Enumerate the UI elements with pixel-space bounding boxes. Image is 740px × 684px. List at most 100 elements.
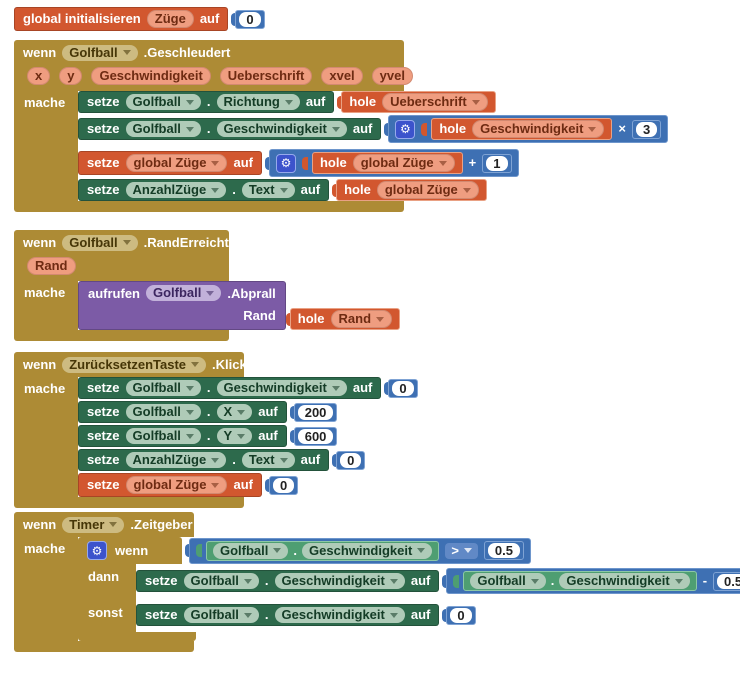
dropdown-arrow-icon [211, 187, 220, 193]
setter-block[interactable]: setze AnzahlZüge . Text auf [78, 449, 330, 471]
property-dropdown[interactable]: Geschwindigkeit [216, 380, 347, 396]
variable-setter-block[interactable]: setze global Züge auf [78, 151, 262, 175]
number-block[interactable]: 0 [388, 378, 418, 398]
number-block[interactable]: 0 [336, 450, 366, 470]
param-geschwindigkeit[interactable]: Geschwindigkeit [91, 67, 211, 85]
property-getter-block[interactable]: Golfball . Geschwindigkeit [206, 540, 440, 561]
component-dropdown[interactable]: Golfball [125, 404, 201, 420]
if-block[interactable]: ⚙ wenn Golfball . Geschwindigkeit > 0.5 [78, 537, 740, 641]
number-block[interactable]: 0.5 [483, 541, 524, 560]
component-dropdown[interactable]: Golfball [146, 285, 222, 301]
variable-setter-block[interactable]: setze global Züge auf [78, 473, 262, 497]
mutator-gear-icon[interactable]: ⚙ [395, 119, 416, 139]
number-field[interactable]: 200 [297, 404, 334, 420]
number-block[interactable]: 0 [446, 605, 476, 625]
property-dropdown[interactable]: Text [241, 452, 295, 468]
operator-dropdown[interactable]: > [445, 542, 478, 559]
timer-event-block[interactable]: wenn Timer .Zeitgeber mache ⚙ wenn [14, 512, 740, 652]
property-dropdown[interactable]: Text [241, 182, 295, 198]
component-dropdown[interactable]: Golfball [125, 380, 201, 396]
number-block[interactable]: 3 [632, 119, 662, 139]
component-dropdown[interactable]: Golfball [125, 94, 201, 110]
plus-block[interactable]: ⚙ hole global Züge + 1 [268, 149, 519, 177]
setter-block[interactable]: setze Golfball . X auf [78, 401, 287, 423]
mutator-gear-icon[interactable]: ⚙ [87, 541, 107, 560]
variable-dropdown[interactable]: global Züge [376, 181, 479, 199]
param-yvel[interactable]: yvel [371, 67, 413, 85]
component-dropdown[interactable]: AnzahlZüge [125, 452, 227, 468]
number-block[interactable]: 0.5 [713, 571, 740, 591]
number-field[interactable]: 0.5 [717, 573, 740, 589]
hole-block[interactable]: hole global Züge [336, 179, 487, 201]
connector-tab [384, 381, 391, 395]
number-block[interactable]: 200 [293, 402, 338, 422]
property-dropdown[interactable]: Y [216, 428, 253, 444]
component-dropdown[interactable]: Golfball [125, 428, 201, 444]
setter-block[interactable]: setze Golfball . Geschwindigkeit auf [136, 570, 440, 592]
param-ueberschrift[interactable]: Ueberschrift [219, 67, 313, 85]
number-field[interactable]: 3 [636, 121, 658, 137]
setter-block[interactable]: setze Golfball . Richtung auf [78, 91, 335, 113]
property-getter-block[interactable]: Golfball . Geschwindigkeit [463, 571, 697, 591]
number-block[interactable]: 0 [235, 9, 265, 29]
number-field[interactable]: 0 [392, 380, 414, 396]
component-dropdown[interactable]: Golfball [62, 234, 138, 251]
number-field[interactable]: 0 [272, 477, 295, 493]
property-dropdown[interactable]: X [216, 404, 253, 420]
property-dropdown[interactable]: Geschwindigkeit [216, 121, 347, 137]
component-dropdown[interactable]: AnzahlZüge [125, 182, 227, 198]
global-init-block[interactable]: global initialisieren Züge auf 0 [14, 7, 265, 31]
number-block[interactable]: 600 [293, 426, 338, 446]
param-rand[interactable]: Rand [27, 257, 76, 275]
component-dropdown[interactable]: Golfball [470, 573, 546, 589]
minus-block[interactable]: Golfball . Geschwindigkeit - 0.5 [446, 568, 740, 594]
component-dropdown[interactable]: Golfball [62, 44, 138, 61]
param-y[interactable]: y [59, 67, 83, 85]
number-field[interactable]: 0.5 [487, 543, 520, 558]
property-dropdown[interactable]: Geschwindigkeit [559, 573, 690, 589]
number-field[interactable]: 600 [297, 428, 334, 444]
component-dropdown[interactable]: Golfball [183, 607, 259, 623]
randerreicht-event-block[interactable]: wenn Golfball .RandErreicht Rand mache a… [14, 230, 401, 341]
number-field[interactable]: 0 [239, 11, 261, 27]
property-dropdown[interactable]: Geschwindigkeit [274, 573, 405, 589]
hole-block[interactable]: hole Geschwindigkeit [431, 118, 613, 140]
number-field[interactable]: 0 [450, 607, 472, 623]
setter-block[interactable]: setze Golfball . Geschwindigkeit auf [78, 377, 382, 399]
setter-block[interactable]: setze Golfball . Geschwindigkeit auf [78, 118, 382, 140]
geschleudert-event-block[interactable]: wenn Golfball .Geschleudert x y Geschwin… [14, 40, 669, 212]
component-dropdown[interactable]: ZurücksetzenTaste [62, 356, 207, 373]
variable-dropdown[interactable]: global Züge [352, 154, 455, 172]
variable-dropdown[interactable]: global Züge [125, 476, 228, 494]
property-dropdown[interactable]: Richtung [216, 94, 300, 110]
variable-name-field[interactable]: Züge [146, 10, 194, 28]
mutator-gear-icon[interactable]: ⚙ [275, 153, 296, 173]
hole-block[interactable]: hole Rand [289, 308, 401, 330]
param-xvel[interactable]: xvel [321, 67, 363, 85]
global-init-body[interactable]: global initialisieren Züge auf [14, 7, 229, 31]
variable-dropdown[interactable]: global Züge [125, 154, 228, 172]
component-dropdown[interactable]: Golfball [213, 542, 289, 559]
variable-dropdown[interactable]: Ueberschrift [382, 93, 488, 111]
variable-dropdown[interactable]: Rand [330, 310, 393, 328]
component-dropdown[interactable]: Timer [62, 516, 125, 533]
number-field[interactable]: 1 [486, 155, 508, 171]
hole-block[interactable]: hole Ueberschrift [341, 91, 496, 113]
number-block[interactable]: 1 [482, 153, 512, 173]
number-field[interactable]: 0 [340, 452, 362, 468]
component-dropdown[interactable]: Golfball [183, 573, 259, 589]
setter-block[interactable]: setze AnzahlZüge . Text auf [78, 179, 330, 201]
component-dropdown[interactable]: Golfball [125, 121, 201, 137]
klick-event-block[interactable]: wenn ZurücksetzenTaste .Klick mache setz… [14, 352, 418, 508]
setter-block[interactable]: setze Golfball . Y auf [78, 425, 287, 447]
number-block[interactable]: 0 [268, 475, 299, 495]
hole-block[interactable]: hole global Züge [311, 152, 463, 174]
property-dropdown[interactable]: Geschwindigkeit [274, 607, 405, 623]
variable-dropdown[interactable]: Geschwindigkeit [472, 120, 605, 138]
param-x[interactable]: x [27, 67, 51, 85]
multiply-block[interactable]: ⚙ hole Geschwindigkeit × 3 [388, 115, 669, 143]
setter-block[interactable]: setze Golfball . Geschwindigkeit auf [136, 604, 440, 626]
procedure-call-block[interactable]: aufrufen Golfball .Abprall Rand hole Ran… [78, 281, 401, 330]
property-dropdown[interactable]: Geschwindigkeit [302, 542, 433, 559]
comparison-block[interactable]: Golfball . Geschwindigkeit > 0.5 [189, 537, 531, 564]
